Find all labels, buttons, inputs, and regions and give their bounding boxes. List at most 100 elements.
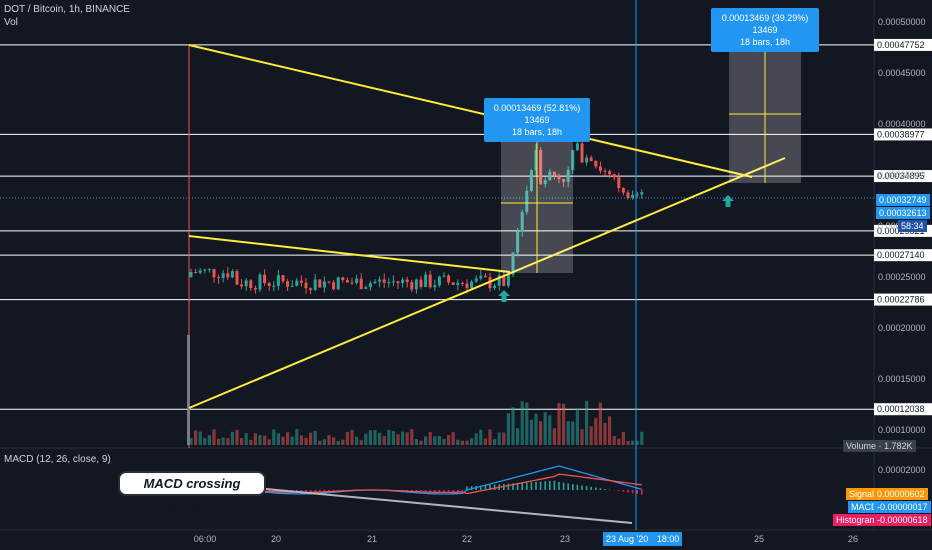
volume-bar xyxy=(272,429,276,445)
measure-label-1-value: 0.00013469 (52.81%) 13469 xyxy=(493,103,581,125)
volume-bar xyxy=(437,435,441,445)
time-tick-label: 21 xyxy=(367,534,377,544)
histogram-value-badge: -0.00000618 xyxy=(874,514,931,526)
histogram-bar xyxy=(567,483,569,490)
up-arrow-icon[interactable] xyxy=(498,290,510,302)
volume-bar xyxy=(336,440,340,445)
candle-body xyxy=(249,280,253,289)
histogram-bar xyxy=(572,484,574,490)
histogram-bar xyxy=(319,490,321,492)
candle-body xyxy=(543,180,547,185)
histogram-bar xyxy=(585,486,588,490)
candle-body xyxy=(511,252,515,275)
histogram-bar xyxy=(332,490,335,491)
candle-body xyxy=(529,170,533,191)
volume-spike-bar xyxy=(187,335,190,445)
histogram-bar xyxy=(608,489,611,491)
volume-bar xyxy=(520,401,524,445)
volume-bar xyxy=(580,429,584,445)
volume-bar xyxy=(244,433,248,445)
volume-bar xyxy=(249,439,253,445)
histogram-bar xyxy=(507,483,510,490)
candle-body xyxy=(345,280,349,283)
candle-body xyxy=(640,192,644,195)
price-tick-label: 0.00025000 xyxy=(878,272,926,282)
candle-body xyxy=(313,279,317,290)
volume-bar xyxy=(198,431,202,445)
candle-body xyxy=(244,280,248,287)
candle-body xyxy=(364,287,368,290)
volume-bar xyxy=(322,439,326,445)
candle-body xyxy=(585,157,589,163)
up-arrow-icon[interactable] xyxy=(722,195,734,207)
volume-bar xyxy=(594,417,598,445)
candle-body xyxy=(557,175,561,179)
level-label-box xyxy=(874,170,932,183)
volume-bar xyxy=(318,440,322,445)
candle-body xyxy=(571,150,575,170)
candle-body xyxy=(428,274,432,288)
macd-value-badge: -0.00000017 xyxy=(874,501,931,513)
candle-body xyxy=(589,157,593,161)
candle-body xyxy=(405,279,409,283)
macd-indicator-label[interactable]: MACD (12, 26, close, 9) xyxy=(4,454,111,465)
price-tick-label: 0.00050000 xyxy=(878,17,926,27)
candle-body xyxy=(483,275,487,278)
candle-body xyxy=(309,288,313,290)
symbol-title[interactable]: DOT / Bitcoin, 1h, BINANCE xyxy=(4,4,130,15)
annotation-pointer-line xyxy=(265,488,633,524)
price-tick-label: 0.00045000 xyxy=(878,68,926,78)
candle-body xyxy=(327,281,331,283)
volume-bar xyxy=(221,437,225,445)
candle-body xyxy=(368,283,372,288)
measure-label-2[interactable]: 0.00013469 (39.29%) 13469 18 bars, 18h xyxy=(711,8,819,52)
candle-body xyxy=(258,274,262,290)
volume-indicator-label[interactable]: Vol xyxy=(4,17,18,28)
histogram-bar xyxy=(434,490,436,492)
volume-bar xyxy=(621,431,625,445)
candle-body xyxy=(387,282,391,284)
trendline-lower-resistance[interactable] xyxy=(188,235,511,273)
histogram-bar xyxy=(296,490,298,492)
histogram-bar xyxy=(438,490,441,492)
candle-body xyxy=(539,149,543,185)
candle-body xyxy=(580,143,584,163)
candle-body xyxy=(299,280,303,283)
trendline-support[interactable] xyxy=(188,157,786,409)
candle-body xyxy=(194,272,198,274)
histogram-bar xyxy=(576,484,579,490)
time-tick-label: 26 xyxy=(848,534,858,544)
trendline-upper-resistance[interactable] xyxy=(188,44,753,178)
volume-bar xyxy=(640,431,644,445)
candle-body xyxy=(548,171,552,181)
volume-bar xyxy=(566,421,570,445)
level-label: 0.00038977 xyxy=(877,129,925,139)
volume-tag-badge: Volume · 1.782K xyxy=(843,440,916,452)
histogram-bar xyxy=(622,490,625,492)
volume-bar xyxy=(497,432,501,445)
measure-label-1[interactable]: 0.00013469 (52.81%) 13469 18 bars, 18h xyxy=(484,98,590,142)
price-tick-label: 0.00020000 xyxy=(878,323,926,333)
countdown-badge: 58:34 xyxy=(898,220,927,232)
volume-bar xyxy=(263,435,267,445)
time-tick-label: 22 xyxy=(462,534,472,544)
candle-body xyxy=(474,278,478,282)
candle-body xyxy=(534,149,538,171)
histogram-bar xyxy=(328,490,330,492)
macd-annotation-callout[interactable]: MACD crossing bullish? xyxy=(118,471,266,512)
histogram-bar xyxy=(323,490,326,492)
volume-bar xyxy=(506,413,510,445)
macd-tick-label: 0.00002000 xyxy=(878,465,926,475)
histogram-bar xyxy=(406,490,408,491)
volume-bar xyxy=(387,430,391,445)
histogram-bar xyxy=(516,483,519,490)
histogram-bar xyxy=(549,481,551,490)
histogram-bar xyxy=(305,490,307,492)
candle-body xyxy=(263,274,267,284)
volume-bar xyxy=(465,440,469,445)
candle-body xyxy=(304,282,308,289)
candle-body xyxy=(516,231,520,253)
time-tick-label: 25 xyxy=(754,534,764,544)
candle-body xyxy=(401,279,405,284)
